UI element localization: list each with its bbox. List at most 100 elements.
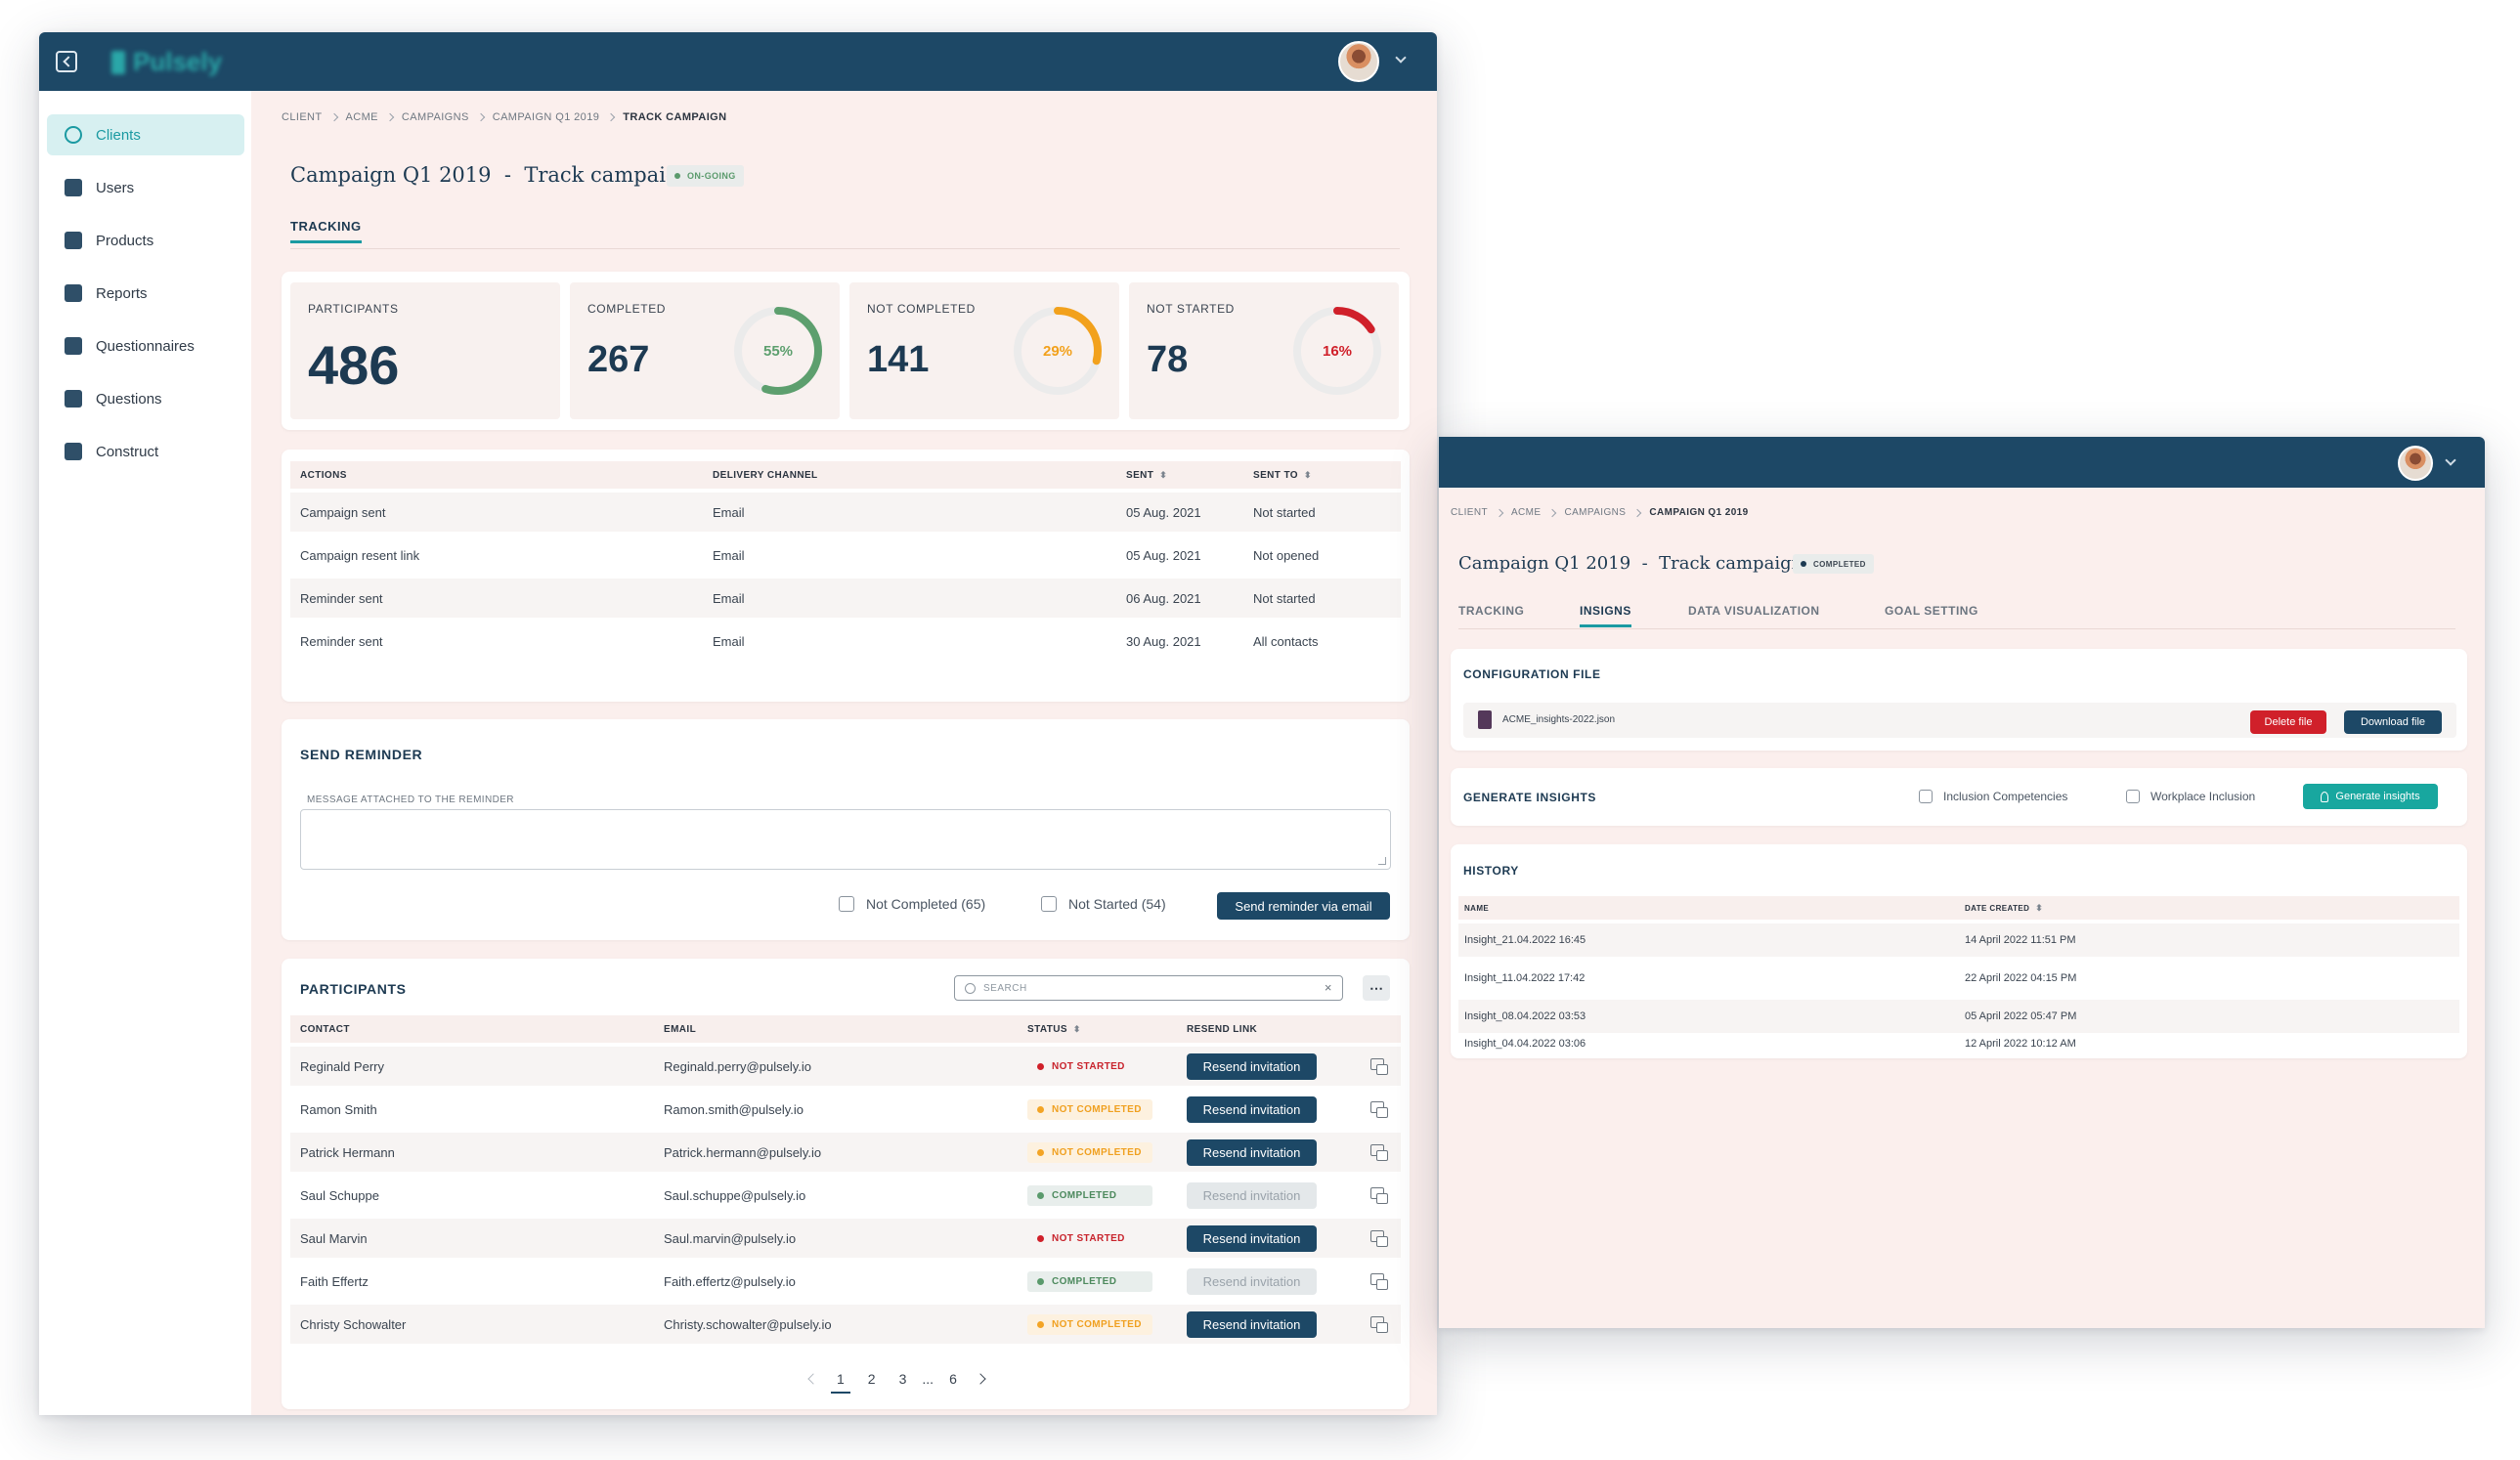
users-icon (65, 179, 82, 196)
table-row: Christy Schowalter Christy.schowalter@pu… (290, 1305, 1401, 1344)
page-2[interactable]: 2 (867, 1371, 876, 1387)
sort-icon: ⬍ (1303, 469, 1312, 480)
table-row: Reminder sent Email 06 Aug. 2021 Not sta… (290, 579, 1401, 618)
next-page-icon[interactable] (975, 1373, 986, 1385)
stat-label: PARTICIPANTS (308, 302, 399, 316)
copy-link-icon[interactable] (1370, 1101, 1388, 1118)
send-reminder-button[interactable]: Send reminder via email (1217, 892, 1390, 920)
tab-tracking[interactable]: TRACKING (290, 219, 362, 243)
status-dot (1037, 1278, 1044, 1285)
sidebar-item-questions[interactable]: Questions (47, 378, 244, 419)
chevron-right-icon (1495, 508, 1504, 517)
copy-link-icon[interactable] (1370, 1187, 1388, 1204)
participants-search[interactable]: SEARCH × (954, 975, 1343, 1001)
chevron-down-icon[interactable] (1395, 52, 1407, 64)
clear-search-icon[interactable]: × (1324, 980, 1332, 995)
resend-invitation-button[interactable]: Resend invitation (1187, 1268, 1317, 1295)
breadcrumb-item[interactable]: ACME (1510, 507, 1542, 518)
status-dot (1037, 1106, 1044, 1113)
sidebar-item-questionnaires[interactable]: Questionnaires (47, 325, 244, 366)
not-started-checkbox[interactable]: Not Started (54) (1041, 896, 1166, 912)
status-dot (1037, 1321, 1044, 1328)
inclusion-competencies-checkbox[interactable]: Inclusion Competencies (1919, 790, 2067, 803)
sidebar-item-clients[interactable]: Clients (47, 114, 244, 155)
breadcrumb-item[interactable]: CAMPAIGNS (401, 111, 469, 123)
participant-email: Reginald.perry@pulsely.io (664, 1058, 811, 1074)
resend-invitation-button[interactable]: Resend invitation (1187, 1096, 1317, 1123)
chevron-right-icon (606, 112, 616, 122)
status-sort-header[interactable]: STATUS ⬍ (1027, 1023, 1081, 1035)
send-reminder-card: SEND REMINDER MESSAGE ATTACHED TO THE RE… (282, 719, 1410, 940)
previous-page-icon[interactable] (807, 1373, 819, 1385)
tab-data-visualization[interactable]: DATA VISUALIZATION (1688, 604, 1820, 618)
tab-insigns[interactable]: INSIGNS (1580, 604, 1631, 627)
table-row: Campaign resent link Email 05 Aug. 2021 … (300, 547, 1320, 563)
date-sort-header[interactable]: DATE CREATED ⬍ (1965, 902, 2044, 913)
resend-invitation-button[interactable]: Resend invitation (1187, 1225, 1317, 1252)
breadcrumb-item[interactable]: CAMPAIGN Q1 2019 (492, 111, 600, 123)
resend-invitation-button[interactable]: Resend invitation (1187, 1053, 1317, 1080)
delete-file-button[interactable]: Delete file (2250, 710, 2326, 734)
sidebar-item-products[interactable]: Products (47, 220, 244, 261)
sidebar: Clients Users Products Reports Questionn… (39, 91, 251, 1415)
workplace-inclusion-checkbox[interactable]: Workplace Inclusion (2126, 790, 2255, 803)
resend-invitation-button[interactable]: Resend invitation (1187, 1182, 1317, 1209)
column-header: CONTACT (300, 1023, 350, 1035)
breadcrumb-item[interactable]: CAMPAIGNS (1564, 507, 1627, 518)
history-card: HISTORY NAME DATE CREATED ⬍ Insight_21.04… (1451, 844, 2467, 1058)
sidebar-item-reports[interactable]: Reports (47, 273, 244, 314)
questionnaires-icon (65, 337, 82, 355)
sent-to-sort-header[interactable]: SENT TO ⬍ (1253, 469, 1312, 481)
stats-card: PARTICIPANTS 486 COMPLETED 267 55% NOT C… (282, 272, 1410, 430)
page-6[interactable]: 6 (949, 1371, 957, 1387)
resend-invitation-button[interactable]: Resend invitation (1187, 1311, 1317, 1338)
copy-link-icon[interactable] (1370, 1316, 1388, 1333)
chevron-right-icon (1633, 508, 1642, 517)
resend-invitation-button[interactable]: Resend invitation (1187, 1139, 1317, 1166)
search-icon (965, 982, 976, 994)
page-3[interactable]: 3 (898, 1371, 907, 1387)
chevron-right-icon (476, 112, 485, 122)
copy-link-icon[interactable] (1370, 1273, 1388, 1290)
download-file-button[interactable]: Download file (2344, 710, 2442, 734)
copy-link-icon[interactable] (1370, 1058, 1388, 1075)
user-avatar[interactable] (1338, 41, 1379, 82)
status-badge: COMPLETED (1027, 1185, 1152, 1206)
user-avatar[interactable] (2398, 446, 2433, 481)
participant-contact: Reginald Perry (300, 1058, 384, 1074)
page-title: Campaign Q1 2019 - Track campaign (1458, 553, 1803, 574)
table-row: Faith Effertz Faith.effertz@pulsely.io C… (290, 1262, 1401, 1301)
breadcrumb-item[interactable]: ACME (345, 111, 378, 123)
sidebar-item-users[interactable]: Users (47, 167, 244, 208)
sidebar-item-construct[interactable]: Construct (47, 431, 244, 472)
status-badge: COMPLETED (1027, 1271, 1152, 1292)
generate-insights-card: GENERATE INSIGHTS Inclusion Competencies… (1451, 768, 2467, 826)
breadcrumb-item[interactable]: CLIENT (1451, 507, 1488, 518)
sidebar-toggle-icon[interactable] (56, 51, 77, 72)
not-completed-percent: 29% (1043, 343, 1072, 360)
configuration-file-card: CONFIGURATION FILE ACME_insights-2022.js… (1451, 649, 2467, 751)
sort-icon: ⬍ (1159, 469, 1168, 480)
status-badge: NOT COMPLETED (1027, 1099, 1152, 1120)
section-title: HISTORY (1463, 864, 1519, 878)
chevron-right-icon (329, 112, 338, 122)
reminder-message-input[interactable] (300, 809, 1391, 870)
not-completed-checkbox[interactable]: Not Completed (65) (839, 896, 985, 912)
tab-goal-setting[interactable]: GOAL SETTING (1885, 604, 1978, 618)
copy-link-icon[interactable] (1370, 1144, 1388, 1161)
column-header: NAME (1464, 903, 1490, 913)
more-options-button[interactable]: ⋯ (1363, 975, 1390, 1001)
participant-contact: Saul Marvin (300, 1230, 368, 1246)
table-row: Insight_08.04.2022 03:53 05 April 2022 05… (1458, 1000, 2459, 1033)
breadcrumb-item[interactable]: CLIENT (282, 111, 323, 123)
clients-icon (65, 126, 82, 144)
chevron-down-icon[interactable] (2445, 454, 2456, 466)
page-1[interactable]: 1 (831, 1371, 850, 1394)
sent-sort-header[interactable]: SENT ⬍ (1126, 469, 1168, 481)
generate-insights-button[interactable]: Generate insights (2303, 784, 2438, 809)
section-title: SEND REMINDER (300, 747, 423, 762)
file-icon (1478, 710, 1492, 729)
table-row: Reginald Perry Reginald.perry@pulsely.io… (290, 1047, 1401, 1086)
tab-tracking[interactable]: TRACKING (1458, 604, 1525, 618)
copy-link-icon[interactable] (1370, 1230, 1388, 1247)
